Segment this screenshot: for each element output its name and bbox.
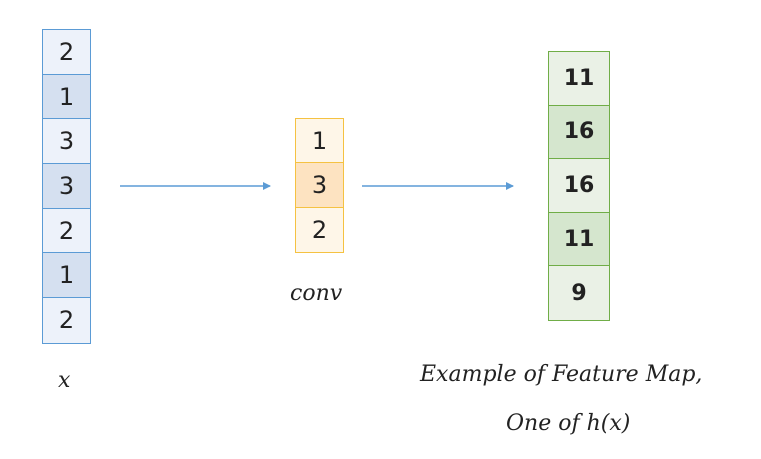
input-vector: 2 1 3 3 2 1 2 xyxy=(42,29,91,344)
input-cell: 2 xyxy=(43,298,90,343)
conv-label: conv xyxy=(290,281,343,306)
input-cell: 1 xyxy=(43,74,90,120)
input-cell: 3 xyxy=(43,164,90,209)
feature-map-cell: 9 xyxy=(549,266,609,320)
kernel-cell: 3 xyxy=(296,163,343,208)
input-cell: 1 xyxy=(43,253,90,299)
kernel-cell: 2 xyxy=(296,207,343,253)
feature-map-cell: 16 xyxy=(549,105,609,160)
kernel-cell: 1 xyxy=(296,119,343,164)
feature-map-cell: 11 xyxy=(549,212,609,267)
input-cell: 2 xyxy=(43,30,90,75)
feature-map-caption-line1: Example of Feature Map, xyxy=(420,362,703,387)
conv-kernel: 1 3 2 xyxy=(295,118,344,254)
feature-map-cell: 16 xyxy=(549,159,609,213)
input-label: x xyxy=(58,368,71,393)
input-cell: 2 xyxy=(43,208,90,254)
input-cell: 3 xyxy=(43,119,90,165)
feature-map: 11 16 16 11 9 xyxy=(548,51,610,321)
feature-map-cell: 11 xyxy=(549,52,609,106)
feature-map-caption-line2: One of h(x) xyxy=(506,411,631,436)
